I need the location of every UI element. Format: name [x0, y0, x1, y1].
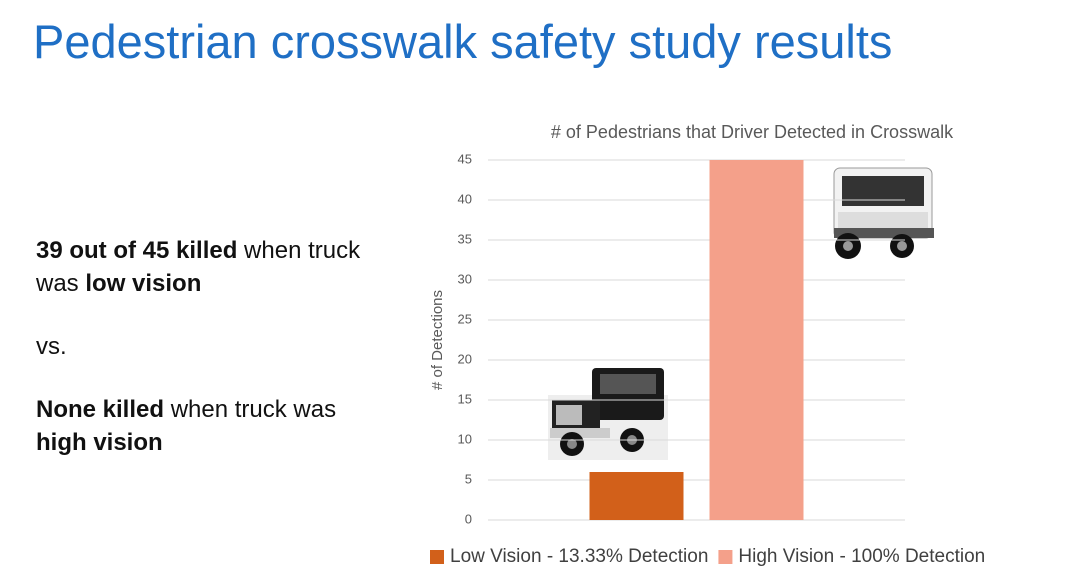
- y-tick-label: 5: [465, 471, 472, 486]
- legend-swatch: [718, 550, 732, 564]
- legend-label: Low Vision - 13.33% Detection: [450, 546, 708, 567]
- y-tick-label: 15: [458, 391, 472, 406]
- slide: Pedestrian crosswalk safety study result…: [0, 0, 1091, 580]
- y-tick-label: 35: [458, 231, 472, 246]
- y-tick-label: 10: [458, 431, 472, 446]
- bar: [710, 160, 804, 520]
- y-tick-label: 0: [465, 511, 472, 526]
- low-vision-truck-icon: [548, 368, 668, 460]
- y-tick-label: 20: [458, 351, 472, 366]
- bar: [590, 472, 684, 520]
- y-tick-label: 40: [458, 191, 472, 206]
- y-tick-label: 45: [458, 151, 472, 166]
- high-vision-truck-icon: [834, 168, 934, 259]
- legend-swatch: [430, 550, 444, 564]
- y-tick-label: 25: [458, 311, 472, 326]
- y-axis-label: # of Detections: [429, 290, 446, 390]
- legend-label: High Vision - 100% Detection: [738, 546, 985, 567]
- chart-title: # of Pedestrians that Driver Detected in…: [551, 122, 954, 142]
- chart: # of Pedestrians that Driver Detected in…: [0, 0, 1091, 580]
- y-tick-label: 30: [458, 271, 472, 286]
